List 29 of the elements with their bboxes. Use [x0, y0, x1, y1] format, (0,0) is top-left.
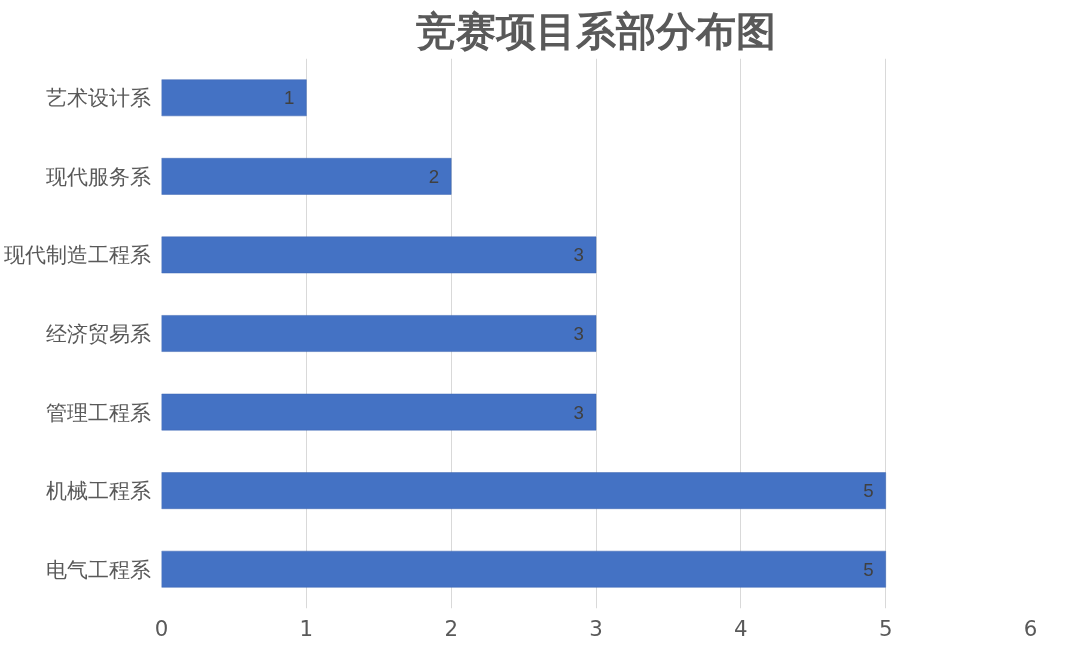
x-tick-label: 3 [589, 615, 603, 641]
bar [161, 472, 886, 509]
data-label: 3 [573, 323, 585, 344]
data-label: 3 [573, 244, 585, 266]
bar [161, 236, 597, 274]
x-tick-label: 1 [299, 615, 314, 641]
y-tick-label: 现代制造工程系 [3, 242, 151, 268]
data-label: 5 [863, 480, 874, 502]
data-label: 5 [863, 558, 874, 580]
bar [161, 315, 597, 352]
data-label: 2 [428, 165, 440, 187]
x-tick-label: 6 [1023, 615, 1038, 641]
y-tick-label: 艺术设计系 [45, 85, 151, 111]
y-tick-label: 经济贸易系 [45, 321, 151, 346]
bar [161, 393, 597, 431]
x-tick-label: 2 [444, 615, 458, 641]
data-label: 3 [573, 401, 585, 423]
y-tick-label: 电气工程系 [45, 556, 151, 582]
data-label: 1 [283, 87, 295, 109]
y-tick-label: 现代服务系 [45, 163, 151, 189]
bar [161, 550, 886, 588]
y-tick-label: 机械工程系 [45, 478, 151, 504]
bar [161, 79, 307, 117]
x-tick-label: 5 [878, 615, 893, 641]
x-tick-label: 4 [734, 615, 748, 641]
y-tick-label: 管理工程系 [45, 399, 151, 425]
x-tick-label: 0 [154, 615, 169, 641]
bar [161, 158, 452, 195]
chart-title: 竞赛项目系部分布图 [416, 7, 776, 54]
